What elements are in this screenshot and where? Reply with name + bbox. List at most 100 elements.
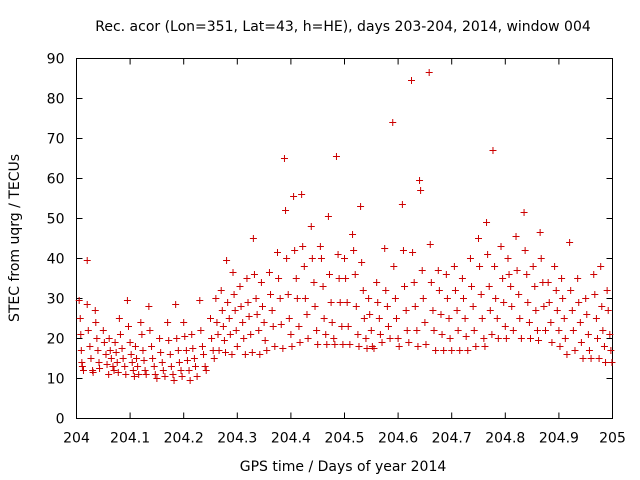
data-point [271,343,279,350]
data-point [434,267,442,274]
data-point [105,335,113,342]
data-point [341,255,348,262]
data-point [497,243,505,250]
x-tick-label: 204.3 [217,431,257,447]
data-point [332,153,340,160]
data-point [307,223,315,230]
data-point [386,335,394,342]
data-point [210,355,218,362]
data-point [443,295,451,302]
data-point [509,327,517,334]
data-point [308,255,316,262]
data-point [323,341,331,348]
data-point [492,295,500,302]
data-point [167,363,175,370]
data-point [130,373,138,380]
data-point [414,343,422,350]
data-point [142,371,150,378]
data-point [233,343,241,350]
data-point [480,335,488,342]
data-point [489,147,497,154]
data-point [245,313,253,320]
data-point [260,319,268,326]
data-point [426,241,434,248]
data-point [552,287,560,294]
x-tick-label: 204.2 [164,431,204,447]
data-point [209,347,217,354]
data-point [288,343,296,350]
data-point [401,283,409,290]
data-point [405,339,413,346]
data-point [561,335,569,342]
data-point [484,251,492,258]
data-point [390,263,398,270]
data-point [350,247,358,254]
data-point [257,279,265,286]
y-tick-label: 60 [47,172,65,188]
data-point [517,335,525,342]
data-point [232,327,240,334]
data-point [196,297,204,304]
data-point [243,275,251,282]
data-point [599,327,607,334]
data-point [222,349,230,356]
data-point [193,373,201,380]
data-point [248,349,256,356]
data-point [157,349,165,356]
data-point [231,307,239,314]
data-point [516,315,524,322]
data-point [354,331,362,338]
data-point [515,291,523,298]
data-point [322,331,330,338]
data-point [520,209,528,216]
data-point [313,327,321,334]
data-point [545,299,553,306]
data-point [279,345,287,352]
data-point [453,307,461,314]
data-point [343,299,351,306]
data-point [131,343,139,350]
data-point [261,337,269,344]
data-point [458,275,466,282]
data-point [533,327,541,334]
data-point [416,177,424,184]
x-tick-label: 204.7 [432,431,472,447]
data-point [241,351,249,358]
data-point [94,347,102,354]
data-point [121,363,129,370]
data-point [338,323,346,330]
data-point [462,333,470,340]
data-point [344,323,352,330]
data-point [334,251,342,258]
data-point [202,367,210,374]
data-point [556,343,564,350]
data-point [115,315,123,322]
data-point [362,335,370,342]
data-point [349,231,357,238]
data-point [141,367,149,374]
data-point [477,291,485,298]
data-point [319,283,327,290]
data-point [488,331,496,338]
x-tick-label: 204.4 [271,431,311,447]
data-point [391,295,399,302]
data-point [188,331,196,338]
data-point [360,315,368,322]
data-point [366,311,374,318]
data-point [521,247,529,254]
data-point [109,363,117,370]
data-point [219,323,227,330]
data-point [584,331,592,338]
data-point [335,275,343,282]
data-point [576,319,584,326]
data-point [446,335,454,342]
data-point [244,299,252,306]
data-point [591,291,599,298]
data-point [183,357,191,364]
data-point [417,187,425,194]
data-point [526,335,534,342]
data-point [310,279,318,286]
data-point [600,343,608,350]
data-point [285,315,293,322]
data-point [481,343,489,350]
